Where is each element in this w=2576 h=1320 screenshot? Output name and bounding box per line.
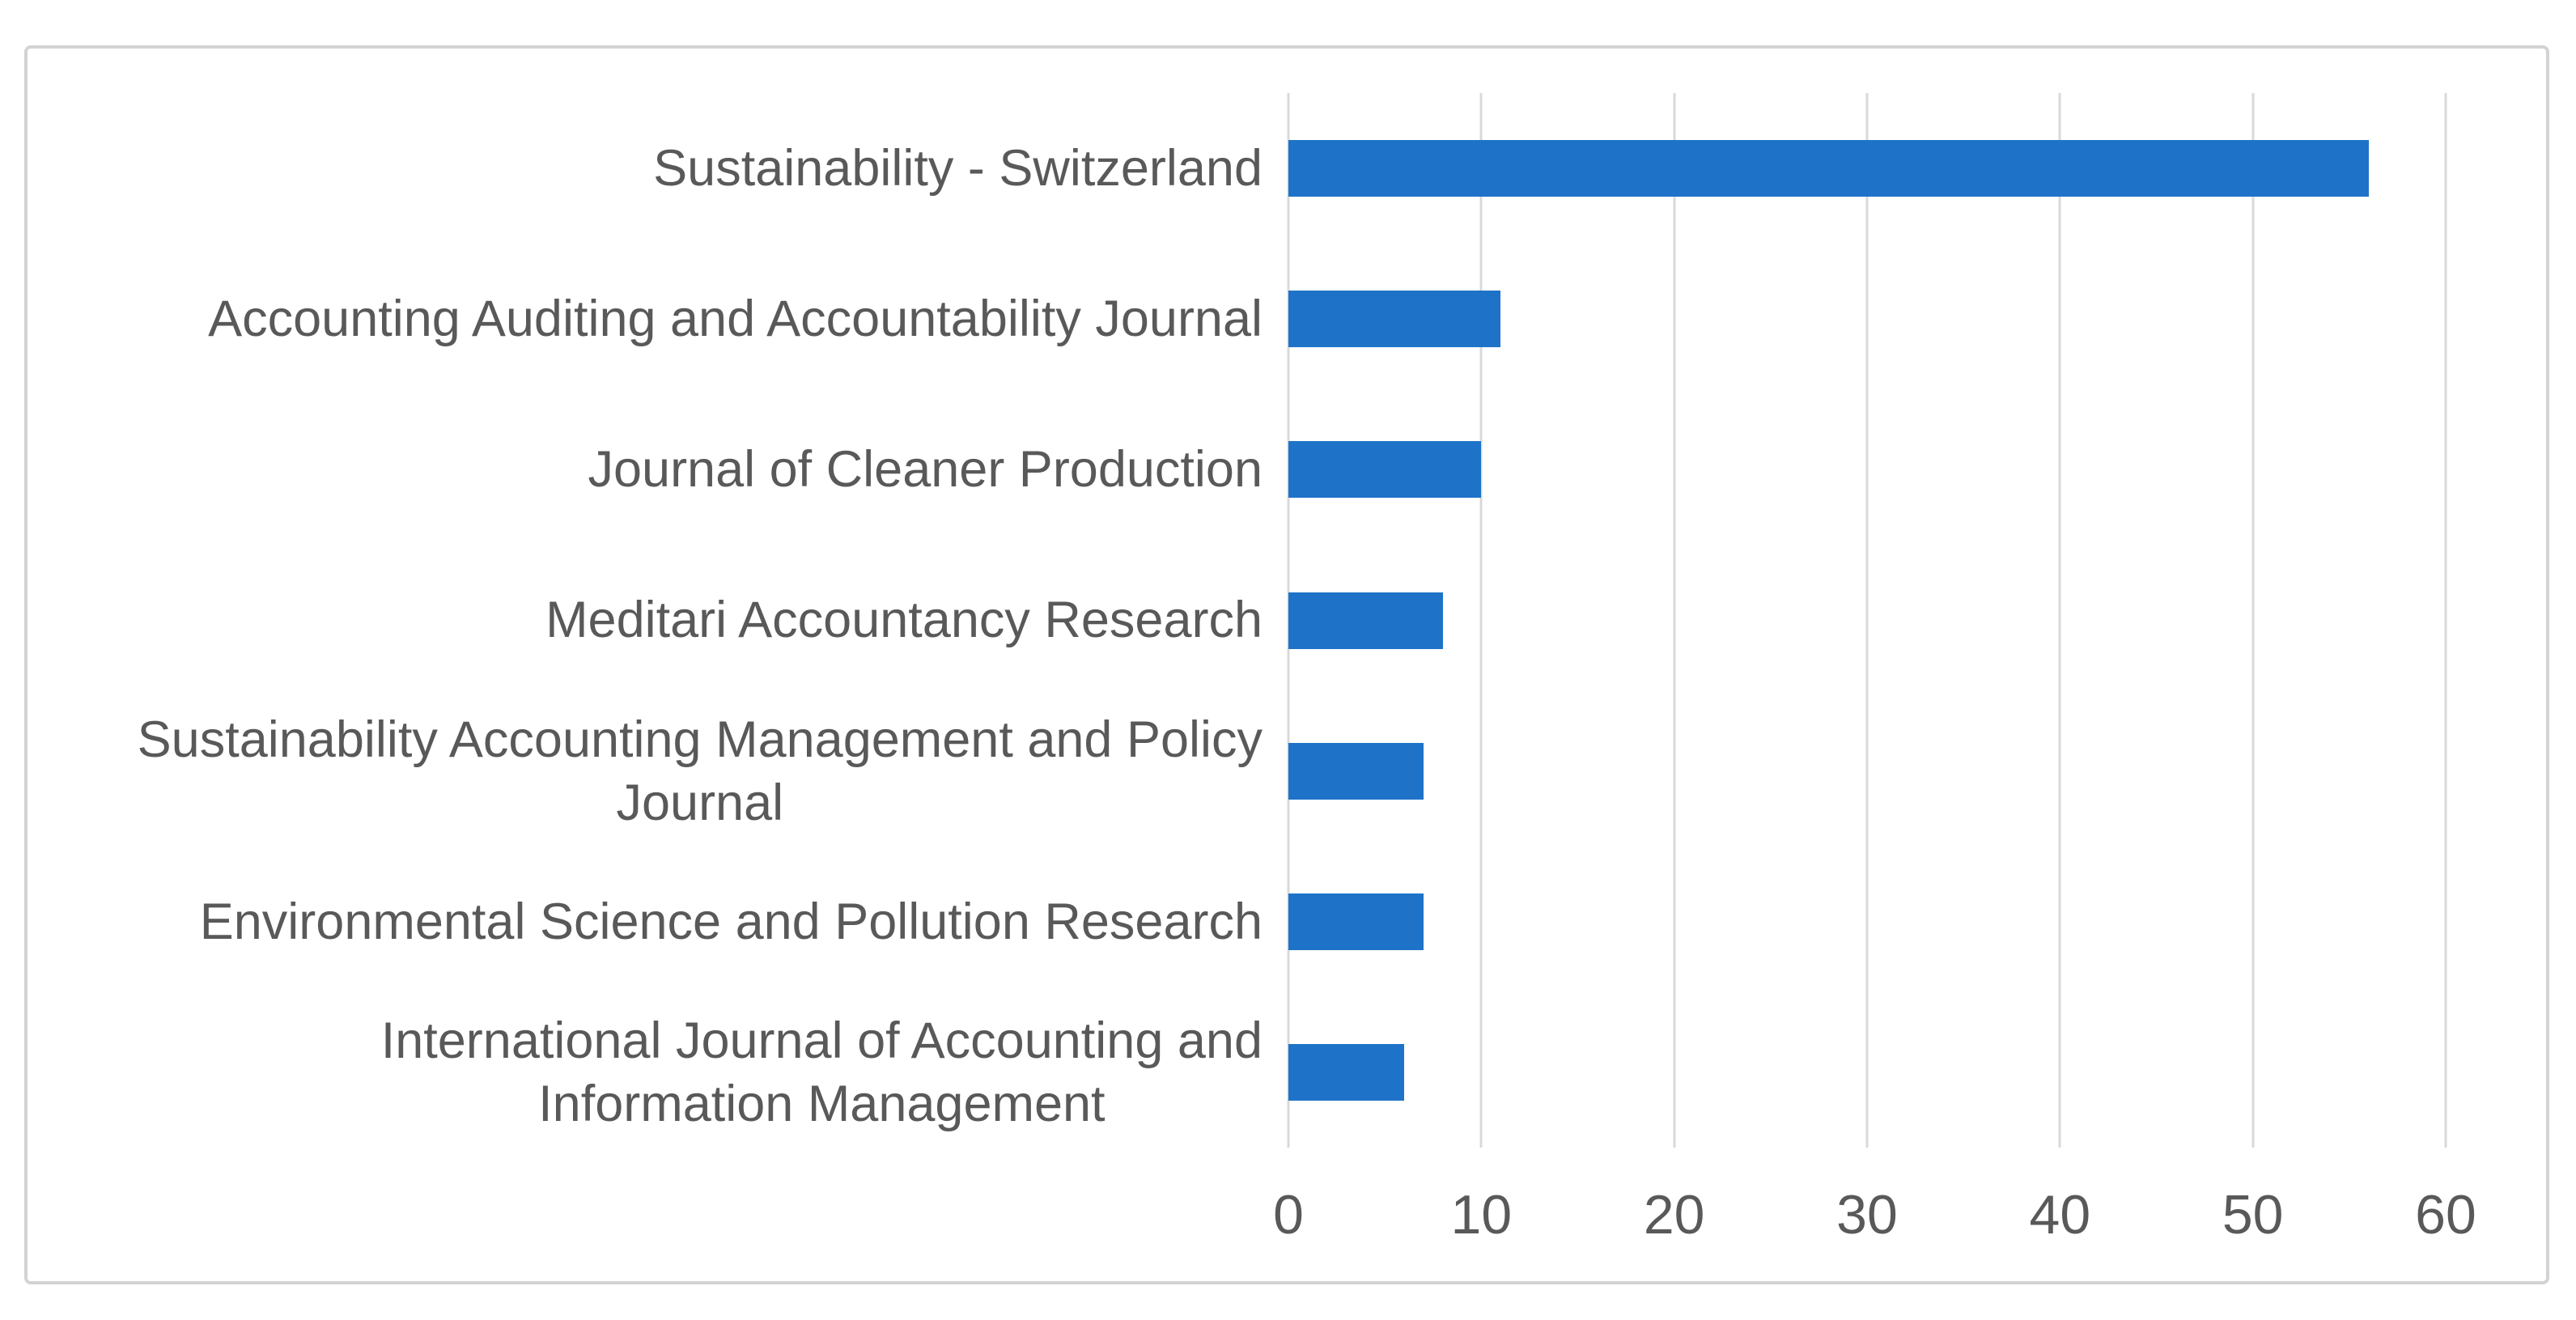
category-label: Environmental Science and Pollution Rese… (36, 847, 1263, 997)
bar (1288, 441, 1482, 499)
grid-line (2058, 93, 2061, 1148)
tick-label: 0 (1273, 1184, 1304, 1246)
category-label-text: Journal of Cleaner Production (588, 441, 1263, 499)
bar (1288, 592, 1443, 649)
category-label-text: International Journal of Accounting and … (380, 1012, 1263, 1132)
category-label: Sustainability Accounting Management and… (36, 696, 1263, 847)
category-label-text: Sustainability - Switzerland (653, 140, 1263, 197)
bar (1288, 742, 1424, 800)
category-label-text: Environmental Science and Pollution Rese… (199, 893, 1263, 950)
category-label-text: Sustainability Accounting Management and… (137, 711, 1263, 831)
category-label: Accounting Auditing and Accountability J… (36, 244, 1263, 394)
grid-line (1479, 93, 1483, 1148)
bar (1288, 1043, 1404, 1101)
grid-line (1673, 93, 1676, 1148)
tick-label: 60 (2415, 1184, 2476, 1246)
bar (1288, 291, 1501, 348)
category-label: Journal of Cleaner Production (36, 394, 1263, 545)
bar (1288, 140, 2369, 197)
grid-line (2251, 93, 2255, 1148)
category-label-text: Meditari Accountancy Research (545, 592, 1263, 649)
tick-label: 40 (2029, 1184, 2091, 1246)
grid-line (1865, 93, 1869, 1148)
tick-label: 10 (1450, 1184, 1513, 1246)
bar (1288, 893, 1424, 950)
chart-figure-border (24, 45, 2549, 1284)
tick-label: 50 (2222, 1184, 2284, 1246)
category-label-text: Accounting Auditing and Accountability J… (208, 291, 1263, 348)
category-label: Meditari Accountancy Research (36, 545, 1263, 695)
category-label: Sustainability - Switzerland (36, 93, 1263, 244)
tick-label: 30 (1836, 1184, 1898, 1246)
grid-line (2444, 93, 2447, 1148)
tick-label: 20 (1643, 1184, 1705, 1246)
category-label: International Journal of Accounting and … (36, 997, 1263, 1148)
